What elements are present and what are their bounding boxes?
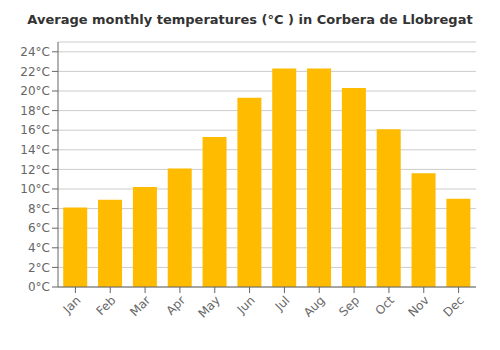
svg-text:24°C: 24°C <box>20 45 50 59</box>
svg-text:Feb: Feb <box>93 293 118 318</box>
svg-text:Aug: Aug <box>301 293 327 319</box>
svg-text:Mar: Mar <box>127 293 153 319</box>
svg-text:Jan: Jan <box>60 293 84 317</box>
svg-text:0°C: 0°C <box>28 280 50 294</box>
svg-text:2°C: 2°C <box>28 261 50 275</box>
svg-text:16°C: 16°C <box>20 123 50 137</box>
svg-text:4°C: 4°C <box>28 241 50 255</box>
svg-text:12°C: 12°C <box>20 163 50 177</box>
svg-text:18°C: 18°C <box>20 104 50 118</box>
html-text:Average monthly temperatures (: Average monthly temperatures (°C ) in Co… <box>27 12 473 27</box>
svg-text:Nov: Nov <box>405 293 431 319</box>
svg-text:8°C: 8°C <box>28 202 50 216</box>
svg-text:22°C: 22°C <box>20 65 50 79</box>
svg-text:Oct: Oct <box>372 293 397 318</box>
svg-text:10°C: 10°C <box>20 182 50 196</box>
svg-text:20°C: 20°C <box>20 84 50 98</box>
svg-text:May: May <box>195 293 222 320</box>
svg-text:Jun: Jun <box>234 293 258 317</box>
svg-text:Dec: Dec <box>440 293 466 319</box>
svg-text:Apr: Apr <box>163 293 188 318</box>
svg-text:Jul: Jul <box>272 293 293 314</box>
svg-text:14°C: 14°C <box>20 143 50 157</box>
svg-text:Sep: Sep <box>336 293 362 319</box>
svg-text:6°C: 6°C <box>28 221 50 235</box>
